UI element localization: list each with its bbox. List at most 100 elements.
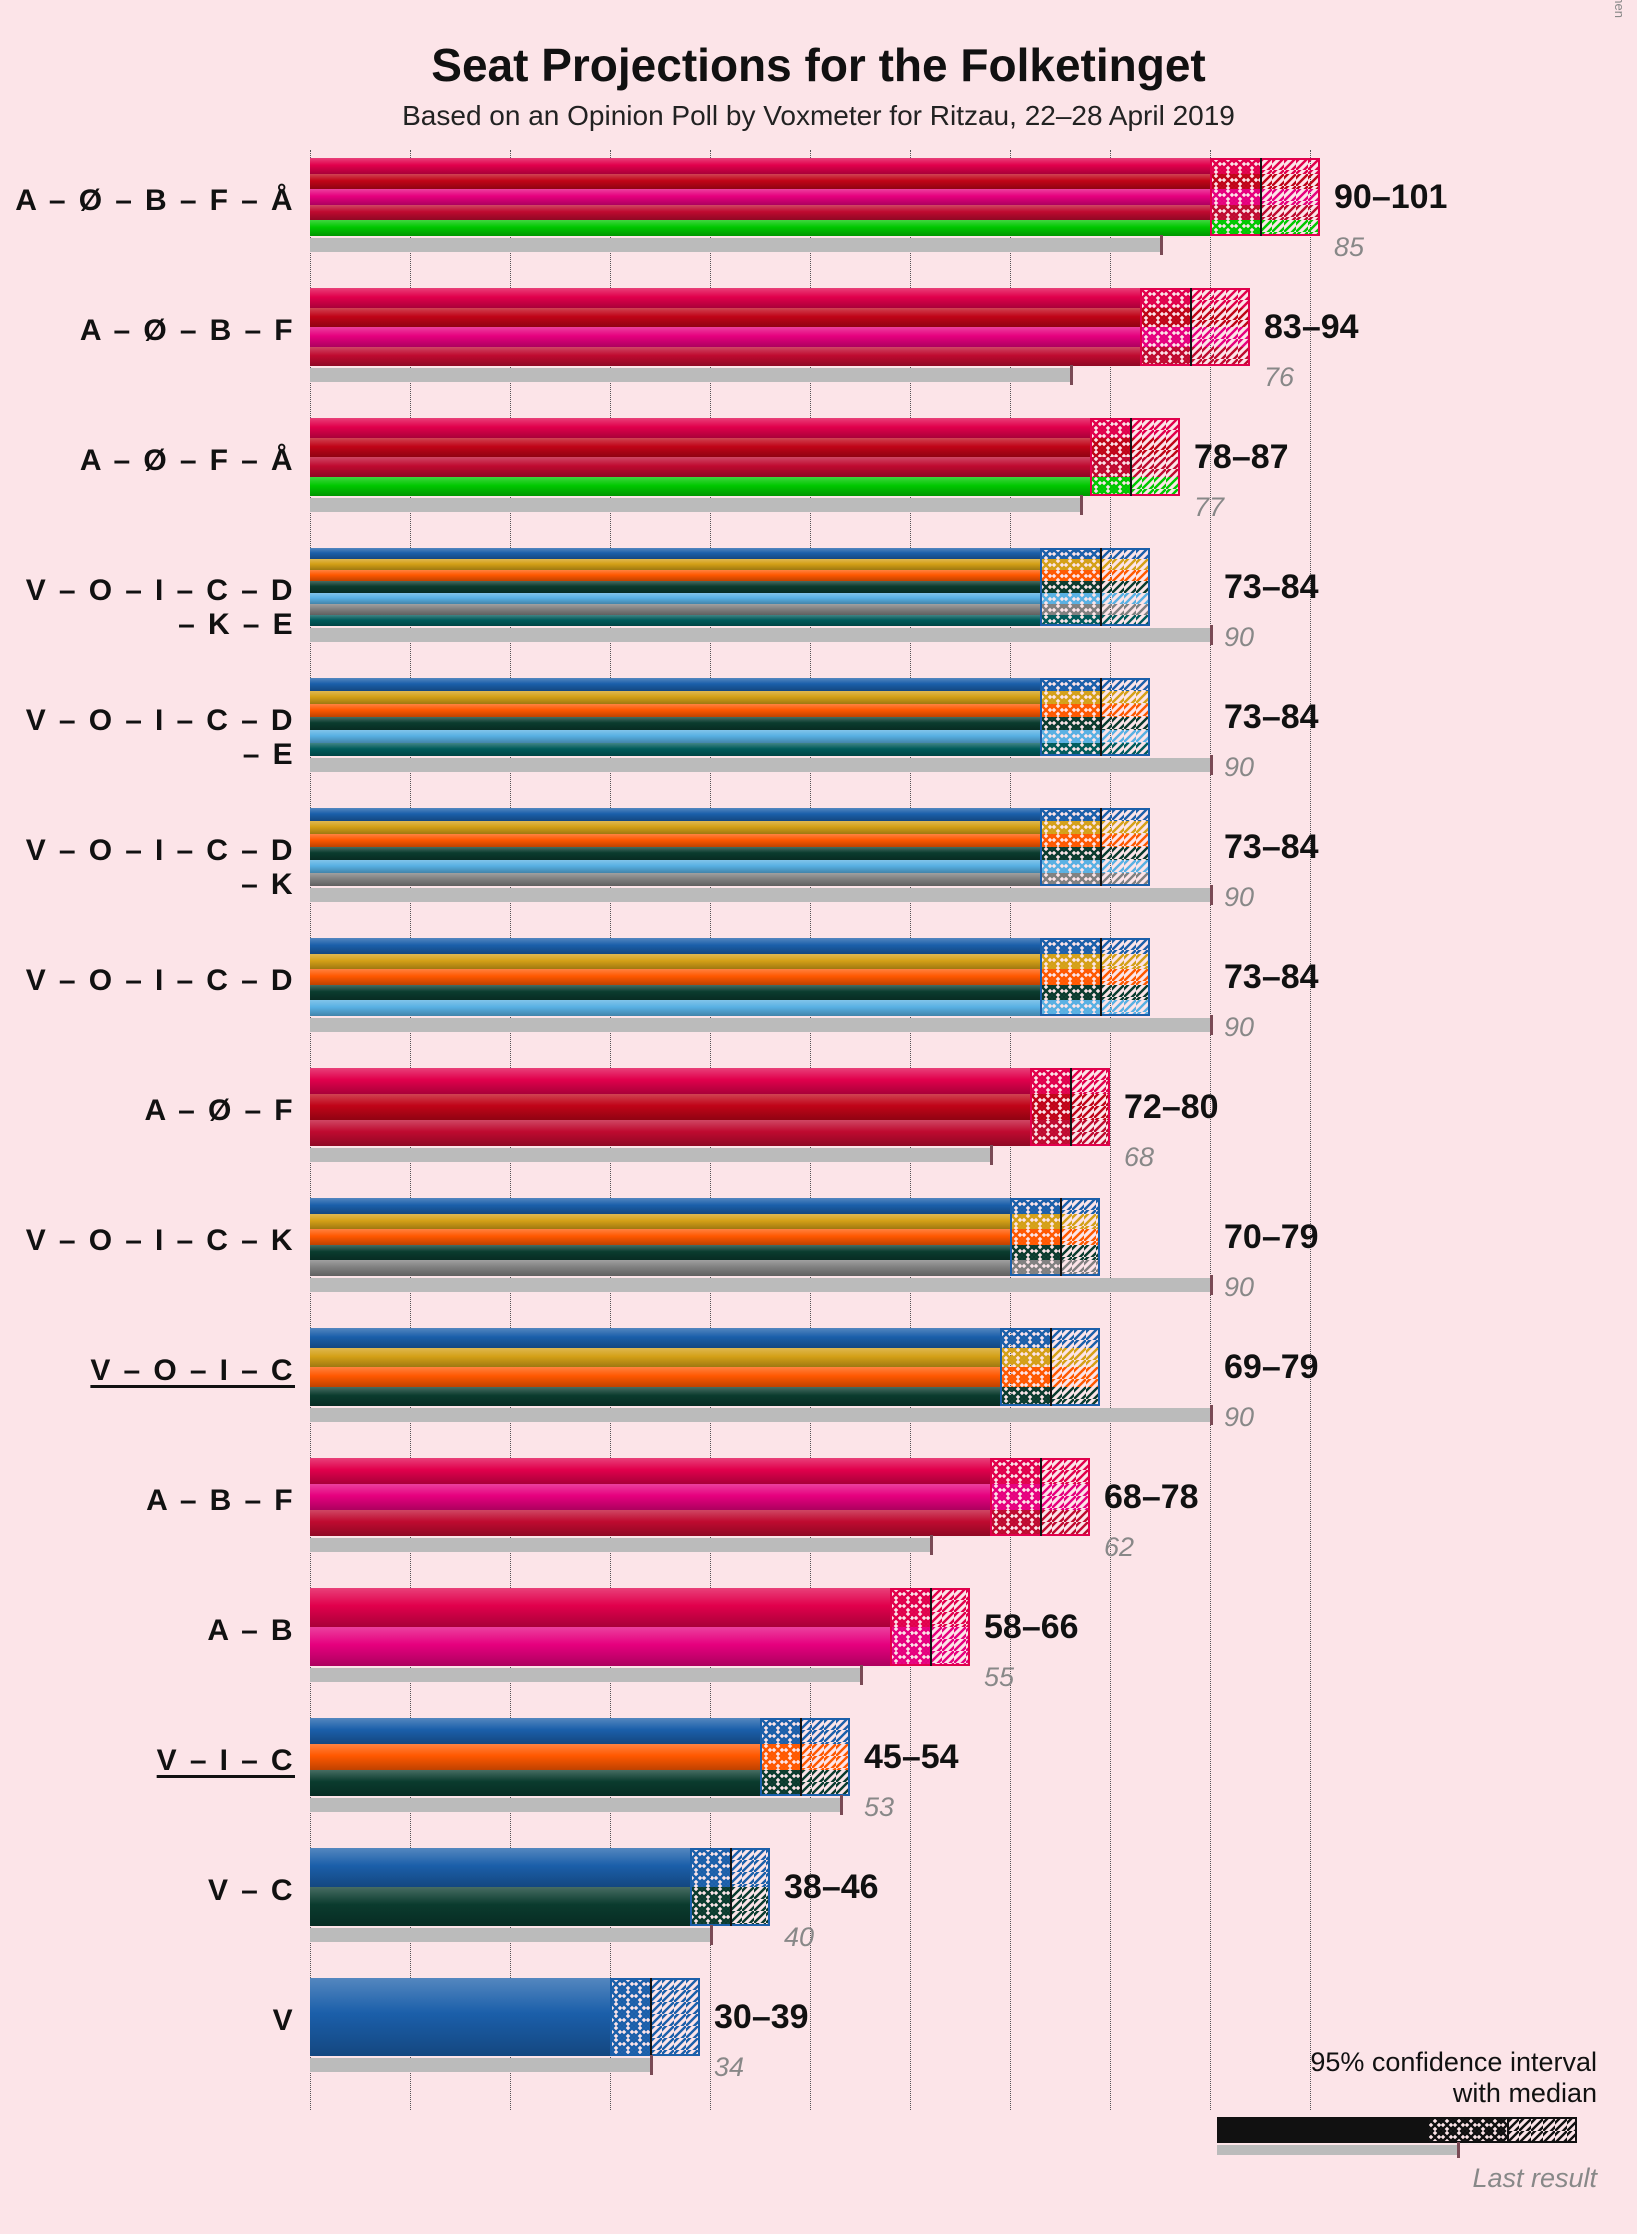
last-result-bar	[310, 2058, 650, 2072]
last-result-value: 53	[864, 1792, 894, 1823]
bar-stripe	[310, 457, 1090, 477]
bar-stripe	[310, 1484, 990, 1510]
bar-stripe	[310, 288, 1140, 308]
bar-stripe	[310, 1770, 760, 1796]
legend-cross	[1427, 2117, 1507, 2143]
confidence-interval-box	[1040, 808, 1150, 886]
bar-stripe	[310, 593, 1040, 604]
bar-stripe	[310, 1260, 1010, 1276]
bar-stripe	[310, 1348, 1000, 1368]
legend: 95% confidence interval with median Last…	[1177, 2047, 1597, 2194]
legend-bar-sample	[1217, 2117, 1597, 2157]
legend-lastmk	[1457, 2142, 1460, 2158]
confidence-interval-box	[610, 1978, 700, 2056]
bar-stripe	[310, 1718, 760, 1744]
bar-stripe	[310, 570, 1040, 581]
bar-stripe	[310, 1229, 1010, 1245]
median-marker	[1190, 288, 1192, 366]
last-result-marker	[1210, 755, 1213, 775]
bar-stripe	[310, 717, 1040, 730]
last-result-bar	[310, 888, 1210, 902]
coalition-label: V – O – I – C – D – E	[0, 704, 295, 772]
median-marker	[1100, 548, 1102, 626]
bar-stripe	[310, 985, 1040, 1001]
last-result-marker	[1210, 1015, 1213, 1035]
bar-stripe	[310, 1094, 1030, 1120]
coalition-label: A – Ø – F	[0, 1094, 295, 1128]
last-result-value: 76	[1264, 362, 1294, 393]
last-result-marker	[1080, 495, 1083, 515]
coalition-label: A – Ø – F – Å	[0, 444, 295, 478]
bar-stripe	[310, 1627, 890, 1666]
last-result-marker	[1210, 1405, 1213, 1425]
confidence-interval-box	[1090, 418, 1180, 496]
last-result-bar	[310, 368, 1070, 382]
last-result-bar	[310, 1928, 710, 1942]
chart-title: Seat Projections for the Folketinget	[0, 0, 1637, 92]
chart-subtitle: Based on an Opinion Poll by Voxmeter for…	[0, 100, 1637, 132]
median-marker	[1070, 1068, 1072, 1146]
last-result-value: 85	[1334, 232, 1364, 263]
bar-stripe	[310, 678, 1040, 691]
bar-stripe	[310, 1214, 1010, 1230]
median-marker	[650, 1978, 652, 2056]
median-marker	[1130, 418, 1132, 496]
last-result-bar	[310, 1668, 860, 1682]
bar-stripe	[310, 158, 1210, 174]
last-result-marker	[930, 1535, 933, 1555]
last-result-value: 77	[1194, 492, 1224, 523]
bar-stripe	[310, 438, 1090, 458]
range-label: 73–84	[1224, 828, 1319, 867]
median-marker	[1100, 678, 1102, 756]
range-label: 73–84	[1224, 568, 1319, 607]
median-marker	[1050, 1328, 1052, 1406]
bar-stripe	[310, 327, 1140, 347]
bar-stripe	[310, 1367, 1000, 1387]
chart-row: V – O – I – C – D – E73–8490	[310, 670, 1320, 790]
last-result-value: 34	[714, 2052, 744, 2083]
bar-stripe	[310, 1068, 1030, 1094]
bar-stripe	[310, 691, 1040, 704]
legend-median	[1507, 2117, 1509, 2143]
range-label: 83–94	[1264, 308, 1359, 347]
last-result-value: 90	[1224, 882, 1254, 913]
median-marker	[1100, 938, 1102, 1016]
confidence-interval-box	[1040, 548, 1150, 626]
bar-stripe	[310, 834, 1040, 847]
range-label: 72–80	[1124, 1088, 1219, 1127]
bar-stripe	[310, 189, 1210, 205]
median-marker	[1100, 808, 1102, 886]
coalition-label: V – O – I – C – D – K	[0, 834, 295, 902]
median-marker	[730, 1848, 732, 1926]
bar-stripe	[310, 969, 1040, 985]
bar-stripe	[310, 205, 1210, 221]
chart-row: V – I – C45–5453	[310, 1710, 1320, 1830]
chart-row: A – B – F68–7862	[310, 1450, 1320, 1570]
last-result-marker	[650, 2055, 653, 2075]
range-label: 45–54	[864, 1738, 959, 1777]
median-marker	[1040, 1458, 1042, 1536]
legend-ci-line1: 95% confidence interval	[1177, 2047, 1597, 2078]
chart-row: A – Ø – B – F – Å90–10185	[310, 150, 1320, 270]
confidence-interval-box	[1010, 1198, 1100, 1276]
last-result-marker	[840, 1795, 843, 1815]
confidence-interval-box	[760, 1718, 850, 1796]
median-marker	[800, 1718, 802, 1796]
coalition-label: V – C	[0, 1874, 295, 1908]
last-result-marker	[1210, 625, 1213, 645]
bar-stripe	[310, 604, 1040, 615]
coalition-label: V	[0, 2004, 295, 2038]
coalition-label: A – Ø – B – F	[0, 314, 295, 348]
bar-stripe	[310, 548, 1040, 559]
bar-stripe	[310, 615, 1040, 626]
last-result-marker	[1210, 885, 1213, 905]
last-result-marker	[1070, 365, 1073, 385]
last-result-value: 62	[1104, 1532, 1134, 1563]
last-result-bar	[310, 1408, 1210, 1422]
coalition-label: V – O – I – C – K	[0, 1224, 295, 1258]
confidence-interval-box	[1040, 678, 1150, 756]
chart-row: V – C38–4640	[310, 1840, 1320, 1960]
last-result-value: 90	[1224, 1272, 1254, 1303]
last-result-value: 40	[784, 1922, 814, 1953]
bar-stripe	[310, 1458, 990, 1484]
